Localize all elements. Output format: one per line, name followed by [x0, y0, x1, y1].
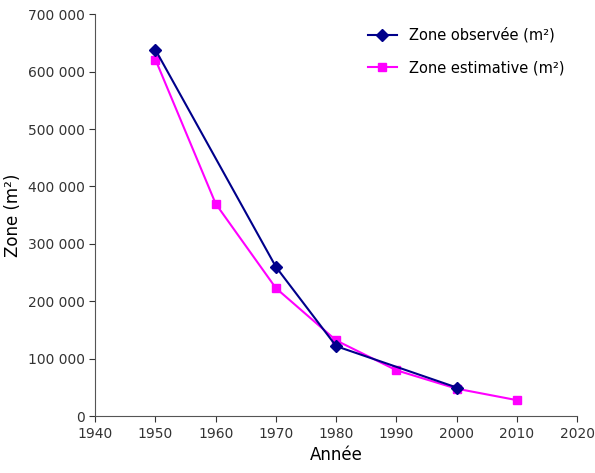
Zone estimative (m²)	[273, 285, 280, 291]
X-axis label: Année: Année	[310, 446, 362, 464]
Zone estimative (m²)	[333, 338, 340, 343]
Zone estimative (m²)	[393, 368, 400, 373]
Zone observée (m²)	[333, 343, 340, 349]
Y-axis label: Zone (m²): Zone (m²)	[4, 174, 22, 257]
Zone observée (m²)	[152, 47, 159, 53]
Zone estimative (m²)	[513, 397, 521, 403]
Zone observée (m²)	[273, 264, 280, 270]
Line: Zone estimative (m²): Zone estimative (m²)	[151, 55, 521, 404]
Zone estimative (m²)	[152, 57, 159, 62]
Zone observée (m²)	[453, 385, 461, 390]
Zone estimative (m²)	[453, 386, 461, 392]
Zone estimative (m²)	[212, 201, 220, 207]
Line: Zone observée (m²): Zone observée (m²)	[151, 45, 461, 392]
Legend: Zone observée (m²), Zone estimative (m²): Zone observée (m²), Zone estimative (m²)	[362, 21, 570, 81]
